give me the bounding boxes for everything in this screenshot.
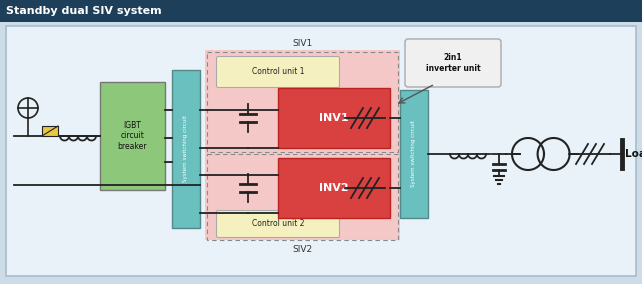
Bar — [205, 50, 400, 240]
FancyBboxPatch shape — [216, 57, 340, 87]
Bar — [100, 82, 165, 190]
Bar — [6, 26, 636, 276]
Bar — [0, 0, 642, 22]
Text: SIV2: SIV2 — [293, 245, 313, 254]
FancyBboxPatch shape — [216, 210, 340, 237]
Text: Control unit 2: Control unit 2 — [252, 220, 304, 229]
Bar — [42, 126, 58, 136]
Text: INV1: INV1 — [319, 113, 349, 123]
Text: Standby dual SIV system: Standby dual SIV system — [6, 6, 162, 16]
Text: Load: Load — [625, 149, 642, 159]
FancyBboxPatch shape — [405, 39, 501, 87]
Bar — [207, 154, 398, 240]
Text: 2in1
inverter unit: 2in1 inverter unit — [426, 53, 480, 73]
Text: System switching circuit: System switching circuit — [184, 116, 189, 182]
Text: INV2: INV2 — [319, 183, 349, 193]
Bar — [400, 90, 428, 218]
Bar — [172, 70, 200, 228]
Text: IGBT
circuit
breaker: IGBT circuit breaker — [117, 121, 147, 151]
Bar — [278, 158, 390, 218]
Text: Control unit 1: Control unit 1 — [252, 68, 304, 76]
Bar — [278, 88, 390, 148]
Text: SIV1: SIV1 — [292, 39, 313, 49]
Bar — [207, 52, 398, 152]
Text: System switching circuit: System switching circuit — [412, 121, 417, 187]
